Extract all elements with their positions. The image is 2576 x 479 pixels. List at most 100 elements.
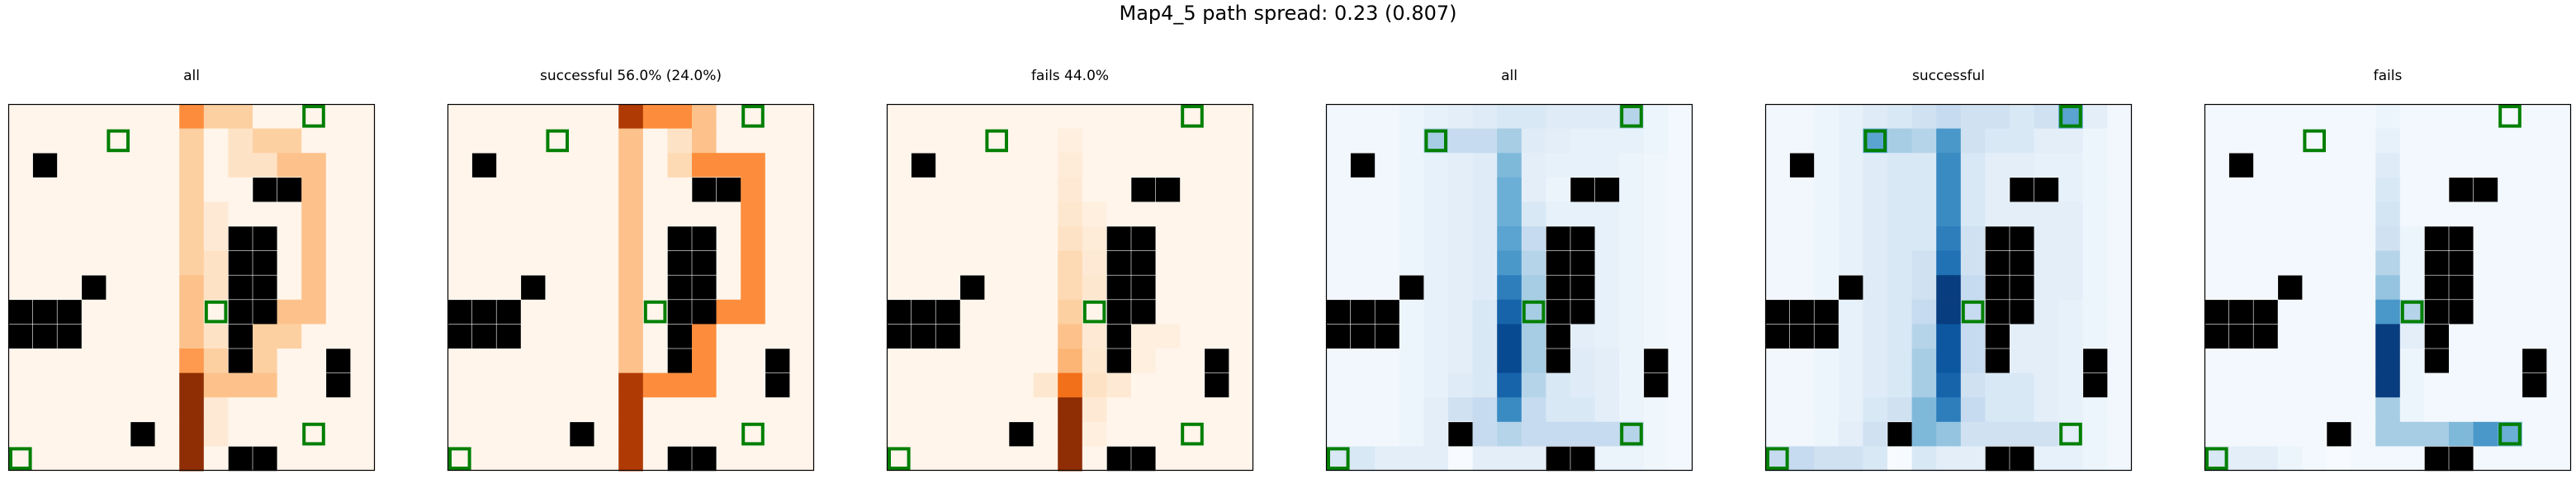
heat-cell (789, 421, 815, 447)
heat-cell (325, 128, 351, 154)
heat-cell (1472, 324, 1498, 349)
heat-cell (1985, 397, 2010, 423)
heat-cell (692, 397, 717, 423)
heat-cell (1863, 250, 1888, 276)
heat-cell (154, 349, 180, 374)
heat-cell (350, 128, 376, 154)
obstacle-cell (228, 250, 253, 277)
heat-cell (1229, 421, 1254, 447)
goal-marker (204, 300, 228, 324)
heat-cell (2253, 275, 2279, 301)
heat-cell (2277, 177, 2303, 202)
heat-cell (1497, 250, 1522, 276)
heat-cell (1058, 128, 1083, 154)
heat-cell (179, 128, 205, 154)
heat-cell (2082, 275, 2108, 301)
heat-cell (1643, 202, 1669, 227)
heat-cell (1594, 372, 1620, 398)
heat-cell (642, 397, 668, 423)
heat-cell (130, 250, 156, 276)
heat-cell (203, 104, 229, 130)
heat-cell (2375, 250, 2401, 276)
heat-cell (350, 177, 376, 202)
heat-cell (1936, 324, 1962, 349)
obstacle-cell (2424, 274, 2450, 301)
heat-cell (1497, 177, 1522, 202)
heat-cell (1643, 250, 1669, 276)
heat-cell (179, 177, 205, 202)
heat-cell (154, 275, 180, 301)
heat-cell (2204, 177, 2230, 202)
heat-cell (447, 349, 473, 374)
heat-cell (1838, 397, 1863, 423)
heat-cell (1643, 177, 1669, 202)
obstacle-cell (765, 348, 791, 374)
heat-cell (1448, 177, 1474, 202)
heat-cell (1399, 153, 1424, 178)
goal-marker (546, 129, 570, 153)
heat-cell (32, 275, 58, 301)
heat-cell (570, 397, 595, 423)
heat-cell (1814, 104, 1840, 130)
heat-cell (325, 421, 351, 447)
heat-cell (447, 128, 473, 154)
goal-marker (1620, 105, 1643, 128)
heat-cell (1789, 446, 1815, 472)
obstacle-cell (1399, 274, 1425, 301)
heat-cell (2302, 421, 2327, 447)
heat-cell (1375, 446, 1400, 472)
obstacle-cell (1130, 299, 1157, 325)
heat-cell (959, 372, 985, 398)
heat-cell (350, 226, 376, 252)
heat-cell (1326, 177, 1352, 202)
heat-cell (1423, 202, 1449, 227)
heat-cell (2253, 226, 2279, 252)
heat-cell (1180, 324, 1205, 349)
heat-cell (325, 177, 351, 202)
heat-cell (545, 226, 571, 252)
heat-cell (1936, 177, 1962, 202)
heat-cell (1619, 349, 1645, 374)
heat-cell (667, 177, 693, 202)
heat-cell (1009, 226, 1035, 252)
heat-cell (2277, 250, 2303, 276)
heat-cell (1155, 349, 1181, 374)
heat-cell (1009, 104, 1035, 130)
heat-cell (8, 250, 34, 276)
obstacle-cell (2448, 177, 2474, 203)
heat-cell (935, 421, 961, 447)
heat-cell (1765, 202, 1791, 227)
heat-cell (959, 177, 985, 202)
obstacle-cell (252, 299, 278, 325)
heat-cell (887, 202, 912, 227)
heat-cell (618, 104, 644, 130)
heat-cell (2058, 372, 2084, 398)
heat-cell (1009, 349, 1035, 374)
heat-cell (716, 324, 741, 349)
heat-cell (1033, 324, 1058, 349)
obstacle-cell (1546, 225, 1571, 252)
obstacle-cell (959, 274, 986, 301)
heat-cell (716, 226, 741, 252)
heat-cell (228, 397, 253, 423)
heat-cell (1423, 421, 1449, 447)
heat-cell (81, 202, 107, 227)
heat-cell (2302, 372, 2327, 398)
heat-cell (1936, 397, 1962, 423)
heat-cell (2375, 421, 2401, 447)
heat-cell (2058, 177, 2084, 202)
heat-cell (1789, 372, 1815, 398)
heat-cell (2351, 250, 2376, 276)
heat-cell (2522, 104, 2547, 130)
heat-cell (887, 104, 912, 130)
heat-cell (496, 397, 522, 423)
heat-cell (1131, 421, 1157, 447)
heat-cell (350, 250, 376, 276)
heat-cell (81, 128, 107, 154)
heat-cell (1472, 299, 1498, 325)
heat-cell (1009, 275, 1035, 301)
heat-cell (2058, 446, 2084, 472)
heat-cell (618, 177, 644, 202)
obstacle-cell (667, 225, 693, 252)
heat-cell (1668, 104, 1693, 130)
